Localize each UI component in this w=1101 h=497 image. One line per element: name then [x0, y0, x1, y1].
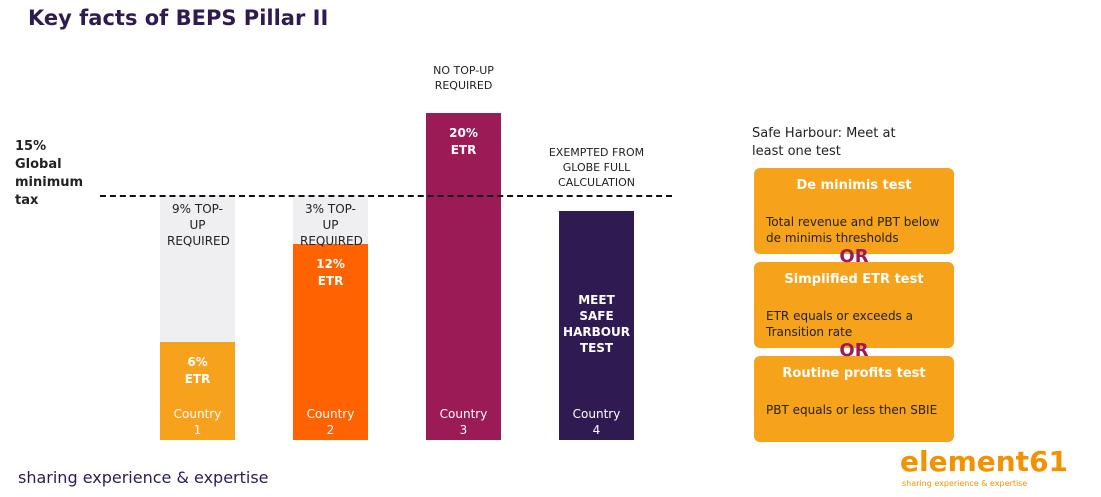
slide-title: Key facts of BEPS Pillar II	[28, 6, 329, 30]
value-label: 6% ETR	[184, 354, 211, 386]
bar	[160, 341, 235, 440]
category-label: Country 3	[439, 407, 488, 437]
safe-harbour-title: Safe Harbour: Meet at least one test	[752, 126, 896, 159]
topup-label: 3% TOP-UP REQUIRED	[300, 201, 363, 248]
bar	[293, 243, 368, 440]
test-name: Simplified ETR test	[784, 272, 924, 287]
footer: sharing experience & expertise	[18, 468, 269, 487]
or-separator: OR	[839, 246, 869, 267]
value-label: 12% ETR	[316, 256, 345, 288]
or-separator: OR	[839, 340, 869, 361]
test-name: Routine profits test	[782, 366, 926, 381]
threshold-line	[100, 194, 672, 197]
logo: element61	[900, 445, 1069, 478]
test-name: De minimis test	[796, 178, 912, 193]
safe-harbour: Safe Harbour: Meet at least one test De …	[752, 125, 962, 442]
bar-note: MEET SAFE HARBOUR TEST	[563, 293, 630, 355]
test-box: De minimis test Total revenue and PBT bel…	[754, 168, 954, 254]
bar-topup	[293, 194, 368, 244]
test-text: ETR equals or exceeds a Transition rate	[766, 309, 913, 339]
bar-topup	[160, 194, 235, 342]
value-label: 20% ETR	[449, 126, 478, 157]
category-label: Country 2	[306, 407, 355, 437]
topup-label: 9% TOP-UP REQUIRED	[167, 201, 230, 248]
logo-tagline: sharing experience & expertise	[902, 479, 1028, 488]
test-text: Total revenue and PBT below de minimis t…	[766, 215, 940, 245]
category-label: Country 1	[173, 407, 222, 437]
test-text: PBT equals or less then SBIE	[766, 403, 938, 417]
category-label: Country 4	[572, 407, 621, 437]
test-box: Routine profits test PBT equals or less t…	[754, 356, 954, 442]
bar	[426, 113, 501, 440]
test-box: Simplified ETR test ETR equals or exceeds…	[754, 262, 954, 348]
annotation: EXEMPTED FROM GLOBE FULL CALCULATION	[548, 146, 645, 190]
threshold-label: 15% Global minimum tax	[15, 139, 84, 208]
annotation: NO TOP-UP REQUIRED	[433, 64, 494, 92]
bar	[559, 211, 634, 440]
